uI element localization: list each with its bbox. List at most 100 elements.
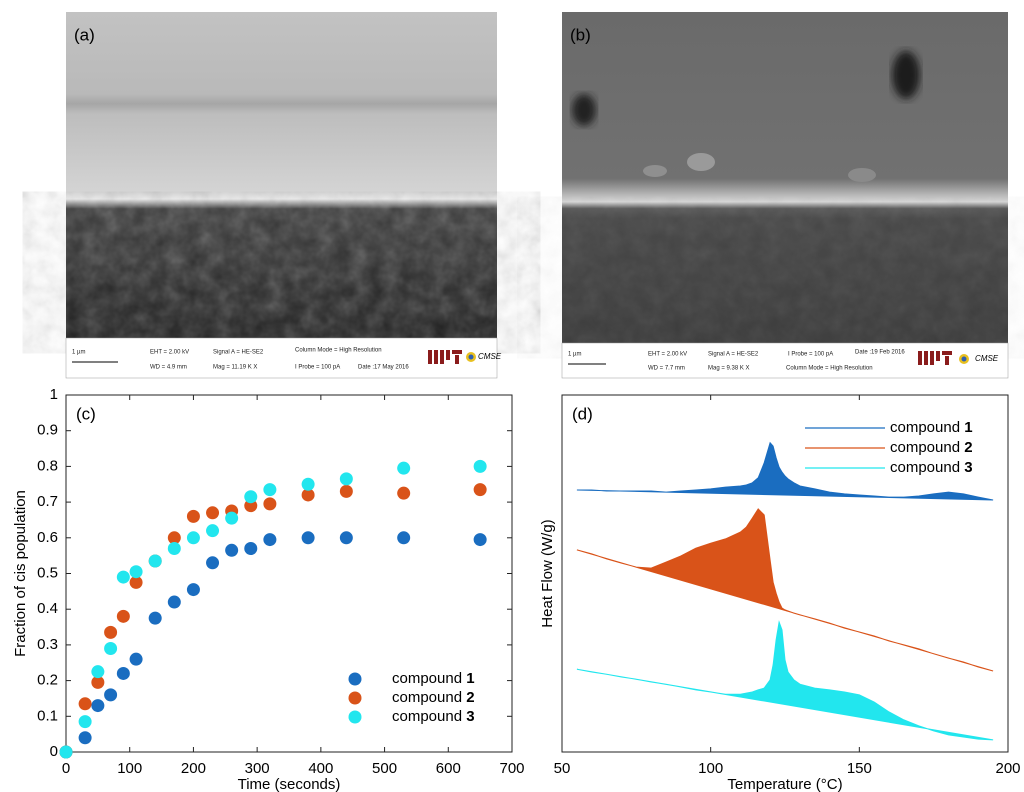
- y-tick-label: 0.2: [37, 672, 58, 689]
- data-point: [340, 531, 353, 544]
- info-text: Date :17 May 2016: [358, 365, 409, 371]
- x-tick-label: 100: [117, 760, 142, 777]
- info-text: Signal A = HE-SE2: [708, 352, 759, 358]
- x-tick-label: 300: [245, 760, 270, 777]
- data-point: [225, 512, 238, 525]
- info-text: Column Mode = High Resolution: [295, 348, 382, 354]
- y-tick-label: 0.8: [37, 457, 58, 474]
- scale-bar-label: 1 µm: [72, 350, 85, 356]
- data-point: [117, 571, 130, 584]
- panel-label: (b): [570, 25, 591, 44]
- y-tick-label: 0.5: [37, 564, 58, 581]
- x-tick-label: 100: [698, 760, 723, 777]
- info-text: WD = 4.9 mm: [150, 365, 187, 371]
- y-tick-label: 0: [50, 743, 58, 760]
- data-point: [117, 667, 130, 680]
- data-point: [244, 542, 257, 555]
- info-text: Mag = 9.38 K X: [708, 366, 750, 372]
- y-tick-label: 1: [50, 386, 58, 403]
- data-point: [91, 699, 104, 712]
- x-tick-label: 700: [499, 760, 524, 777]
- data-point: [340, 485, 353, 498]
- data-point: [104, 626, 117, 639]
- info-text: Signal A = HE-SE2: [213, 350, 264, 356]
- legend-label: compound 1: [392, 670, 475, 687]
- data-point: [302, 531, 315, 544]
- data-point: [263, 497, 276, 510]
- y-tick-label: 0.1: [37, 707, 58, 724]
- panel-label: (a): [74, 25, 95, 44]
- data-point: [149, 555, 162, 568]
- data-point: [168, 596, 181, 609]
- data-point: [474, 483, 487, 496]
- legend-marker: [349, 711, 362, 724]
- x-tick-label: 600: [436, 760, 461, 777]
- data-point: [79, 731, 92, 744]
- logo-text: CMSE: [975, 354, 999, 363]
- info-text: EHT = 2.00 kV: [150, 350, 189, 356]
- area-curve: [577, 622, 993, 740]
- y-tick-label: 0.9: [37, 422, 58, 439]
- area-curve: [577, 509, 993, 671]
- legend-marker: [349, 673, 362, 686]
- x-tick-label: 200: [995, 760, 1020, 777]
- x-axis-label: Time (seconds): [238, 776, 341, 792]
- data-point: [397, 462, 410, 475]
- data-point: [244, 490, 257, 503]
- data-point: [104, 688, 117, 701]
- data-point: [340, 472, 353, 485]
- info-text: I Probe = 100 pA: [295, 365, 340, 371]
- data-point: [206, 556, 219, 569]
- panel-label: (c): [76, 404, 96, 423]
- x-tick-label: 500: [372, 760, 397, 777]
- data-point: [187, 510, 200, 523]
- data-point: [187, 531, 200, 544]
- data-point: [397, 531, 410, 544]
- data-point: [263, 483, 276, 496]
- data-point: [168, 542, 181, 555]
- y-tick-label: 0.4: [37, 600, 58, 617]
- data-point: [79, 715, 92, 728]
- legend-label: compound 2: [392, 689, 475, 706]
- panel-label: (d): [572, 404, 593, 423]
- x-tick-label: 400: [308, 760, 333, 777]
- data-point: [104, 642, 117, 655]
- x-tick-label: 200: [181, 760, 206, 777]
- info-text: WD = 7.7 mm: [648, 366, 685, 372]
- legend-marker: [349, 692, 362, 705]
- info-text: Column Mode = High Resolution: [786, 366, 873, 372]
- data-point: [206, 506, 219, 519]
- x-tick-label: 150: [847, 760, 872, 777]
- x-tick-label: 50: [554, 760, 571, 777]
- data-point: [91, 665, 104, 678]
- data-point: [263, 533, 276, 546]
- x-axis-label: Temperature (°C): [727, 776, 842, 792]
- info-text: Mag = 11.19 K X: [213, 365, 257, 371]
- y-axis-label: Fraction of cis population: [12, 490, 29, 657]
- legend-label: compound 3: [890, 459, 973, 476]
- scale-bar-label: 1 µm: [568, 352, 581, 358]
- data-point: [397, 487, 410, 500]
- y-tick-label: 0.7: [37, 493, 58, 510]
- data-point: [474, 533, 487, 546]
- legend-label: compound 1: [890, 419, 973, 436]
- data-point: [302, 478, 315, 491]
- logo-text: CMSE: [478, 352, 502, 361]
- data-point: [187, 583, 200, 596]
- sem-image-a: [66, 12, 497, 378]
- data-point: [79, 697, 92, 710]
- data-point: [225, 544, 238, 557]
- sem-image-b: [562, 12, 1008, 378]
- x-tick-label: 0: [62, 760, 70, 777]
- info-text: Date :19 Feb 2016: [855, 350, 905, 356]
- data-point: [130, 653, 143, 666]
- info-text: EHT = 2.00 kV: [648, 352, 687, 358]
- data-point: [130, 565, 143, 578]
- y-tick-label: 0.3: [37, 636, 58, 653]
- info-text: I Probe = 100 pA: [788, 352, 833, 358]
- figure: (a) 1 µm CMSE (b) 1 µm CMSE EHT = 2.00 k…: [0, 0, 1024, 792]
- y-tick-label: 0.6: [37, 529, 58, 546]
- legend-label: compound 3: [392, 708, 475, 725]
- data-point: [206, 524, 219, 537]
- data-point: [474, 460, 487, 473]
